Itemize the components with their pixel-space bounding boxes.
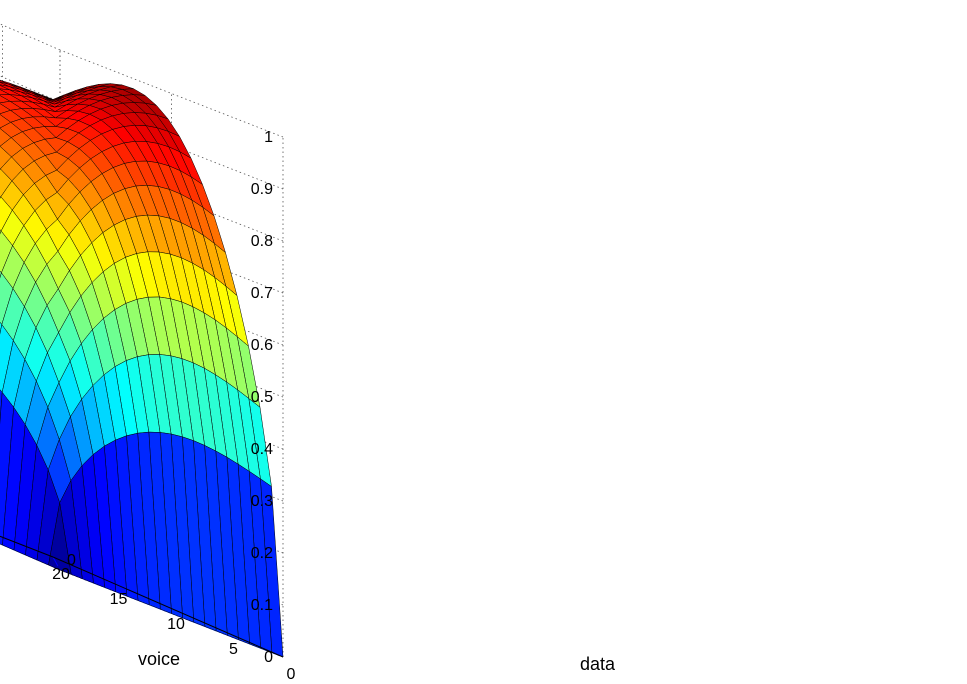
z-tick-label: 0.7	[251, 285, 273, 302]
x-tick-label: 5	[229, 641, 238, 658]
surface-mesh	[0, 73, 283, 657]
x-tick-label: 0	[287, 666, 296, 679]
x-tick-label: 10	[167, 616, 185, 633]
y-axis-label: voice	[138, 649, 180, 669]
z-tick-label: 1	[264, 129, 273, 146]
z-tick-label: 0.3	[251, 493, 273, 510]
grid-z-wall-b	[0, 0, 60, 50]
z-tick-label: 0.5	[251, 389, 273, 406]
z-tick-label: 0	[264, 649, 273, 666]
z-tick-label: 0.4	[251, 441, 273, 458]
x-axis-label: data	[580, 654, 616, 674]
z-tick-label: 0.8	[251, 233, 273, 250]
z-tick-label: 0.6	[251, 337, 273, 354]
z-tick-label: 0.2	[251, 545, 273, 562]
x-tick-label: 15	[110, 591, 128, 608]
y-tick-label: 0	[67, 552, 76, 569]
z-tick-label: 0.9	[251, 181, 273, 198]
z-tick-label: 0.1	[251, 597, 273, 614]
